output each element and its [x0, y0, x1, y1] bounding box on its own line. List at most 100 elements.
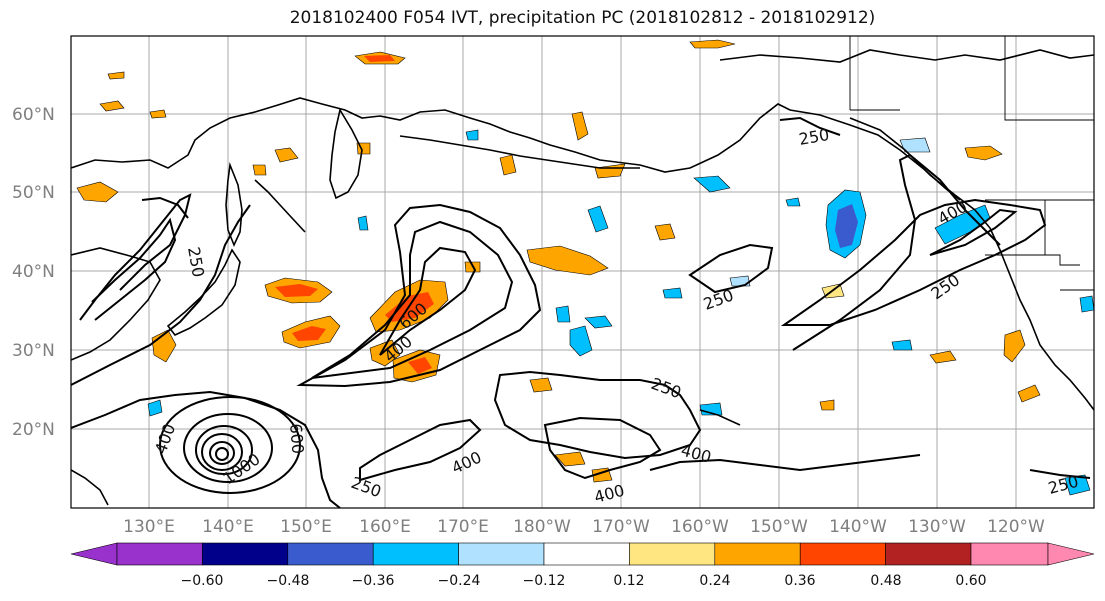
ivt-contour-400: [91, 217, 177, 321]
precip-patch: [569, 325, 593, 357]
lon-label: 130°E: [123, 517, 175, 537]
precip-patch: [274, 147, 299, 163]
precip-patch: [364, 55, 395, 62]
precip-patch: [891, 339, 913, 351]
precip-patch: [835, 204, 858, 248]
precip-patch: [408, 357, 432, 374]
colorbar-tick-label: 0.48: [870, 573, 901, 589]
colorbar-tick-label: −0.36: [352, 573, 395, 589]
colorbar: [70, 542, 1095, 566]
ivt-contour-ring: [201, 433, 243, 471]
precip-patch: [1003, 329, 1026, 363]
colorbar-cell: [629, 542, 716, 566]
colorbar-cell: [372, 542, 459, 566]
ivt-contours: [71, 116, 1091, 508]
precip-patch: [1079, 295, 1094, 313]
precip-patch: [1017, 384, 1041, 403]
precip-patch: [729, 275, 751, 287]
lon-label: 150°W: [750, 517, 808, 537]
coastline-japan: [166, 248, 241, 336]
ivt-contour-250: [780, 198, 1047, 326]
ivt-contour-250: [296, 203, 542, 388]
colorbar-cell: [799, 542, 886, 566]
lat-label: 30°N: [12, 341, 55, 361]
ivt-contour-250: [1029, 469, 1091, 479]
contour-label: 600: [286, 423, 308, 455]
colorbar-tick-label: −0.48: [267, 573, 310, 589]
ivt-contour-250: [359, 418, 482, 482]
coastline-asia: [71, 97, 961, 201]
ivt-contour-250: [79, 193, 192, 321]
precip-patch: [964, 145, 1003, 161]
ivt-contour-400: [929, 208, 1018, 256]
ivt-contour-400: [311, 220, 514, 379]
precip-patch: [499, 154, 517, 176]
ivt-contour-ring: [215, 447, 229, 461]
precip-patch: [584, 315, 613, 329]
precip-patch: [587, 205, 609, 233]
coastline-philippines: [71, 469, 109, 506]
coastline-korea-china: [71, 247, 161, 361]
precip-patch: [526, 245, 609, 276]
colorbar-cell: [714, 542, 801, 566]
coastline-hawaii: [699, 409, 741, 426]
precip-patch: [292, 326, 326, 341]
coastline-alaska: [719, 49, 1094, 63]
colorbar-cell: [885, 542, 972, 566]
lon-label: 180°W: [513, 517, 571, 537]
colorbar-cell: [458, 542, 545, 566]
lon-label: 120°W: [987, 517, 1045, 537]
precip-patch: [929, 350, 957, 364]
map-frame: [70, 35, 1095, 509]
ivt-contour-250: [688, 243, 774, 294]
map-title: 2018102400 F054 IVT, precipitation PC (2…: [289, 8, 876, 28]
ivt-contour-ring: [209, 441, 235, 465]
ivt-contour-250: [779, 116, 841, 136]
coastline-kuril: [254, 179, 306, 233]
ivt-contour-400: [159, 396, 301, 494]
borders: [849, 36, 1094, 291]
colorbar-cell: [116, 542, 203, 566]
precip-patch: [252, 164, 267, 176]
colorbar-tick-label: −0.60: [181, 573, 224, 589]
precip-patch: [149, 109, 167, 119]
ivt-contour-250: [493, 370, 702, 460]
coastline-sakhalin: [225, 161, 243, 248]
latitude-labels: 60°N 50°N 40°N 30°N 20°N: [12, 105, 55, 440]
lon-label: 140°W: [829, 517, 887, 537]
precip-negative-patches: [147, 129, 1094, 496]
precip-patch: [662, 287, 683, 299]
colorbar-tick-label: 0.12: [613, 573, 644, 589]
coastline-kamchatka: [329, 107, 363, 200]
precip-patch: [785, 197, 801, 207]
precip-patch: [275, 284, 318, 297]
ivt-contour-400: [543, 416, 662, 480]
lon-label: 160°W: [671, 517, 729, 537]
precip-patch: [147, 399, 163, 417]
colorbar-cell: [543, 542, 630, 566]
precip-patch: [76, 181, 119, 203]
colorbar-tick-label: 0.36: [784, 573, 815, 589]
ivt-contour-250: [792, 153, 1001, 351]
colorbar-extend-low: [70, 542, 118, 566]
ivt-contour-1000: [195, 425, 253, 475]
lat-label: 50°N: [12, 183, 55, 203]
precip-patch: [529, 377, 553, 393]
lon-label: 150°E: [280, 517, 332, 537]
lon-label: 170°E: [437, 517, 489, 537]
precip-patch: [571, 111, 589, 141]
precip-patch: [654, 223, 676, 241]
lat-label: 40°N: [12, 262, 55, 282]
ivt-contour-250: [71, 204, 251, 386]
lon-label: 130°W: [908, 517, 966, 537]
lon-label: 170°W: [592, 517, 650, 537]
precip-patch: [465, 129, 479, 141]
lat-label: 20°N: [12, 420, 55, 440]
lat-label: 60°N: [12, 105, 55, 125]
colorbar-cell: [202, 542, 289, 566]
colorbar-cell: [287, 542, 374, 566]
precip-patch: [819, 399, 835, 411]
longitude-labels: 130°E 140°E 150°E 160°E 170°E 180°W 170°…: [123, 517, 1045, 537]
lon-label: 140°E: [202, 517, 254, 537]
